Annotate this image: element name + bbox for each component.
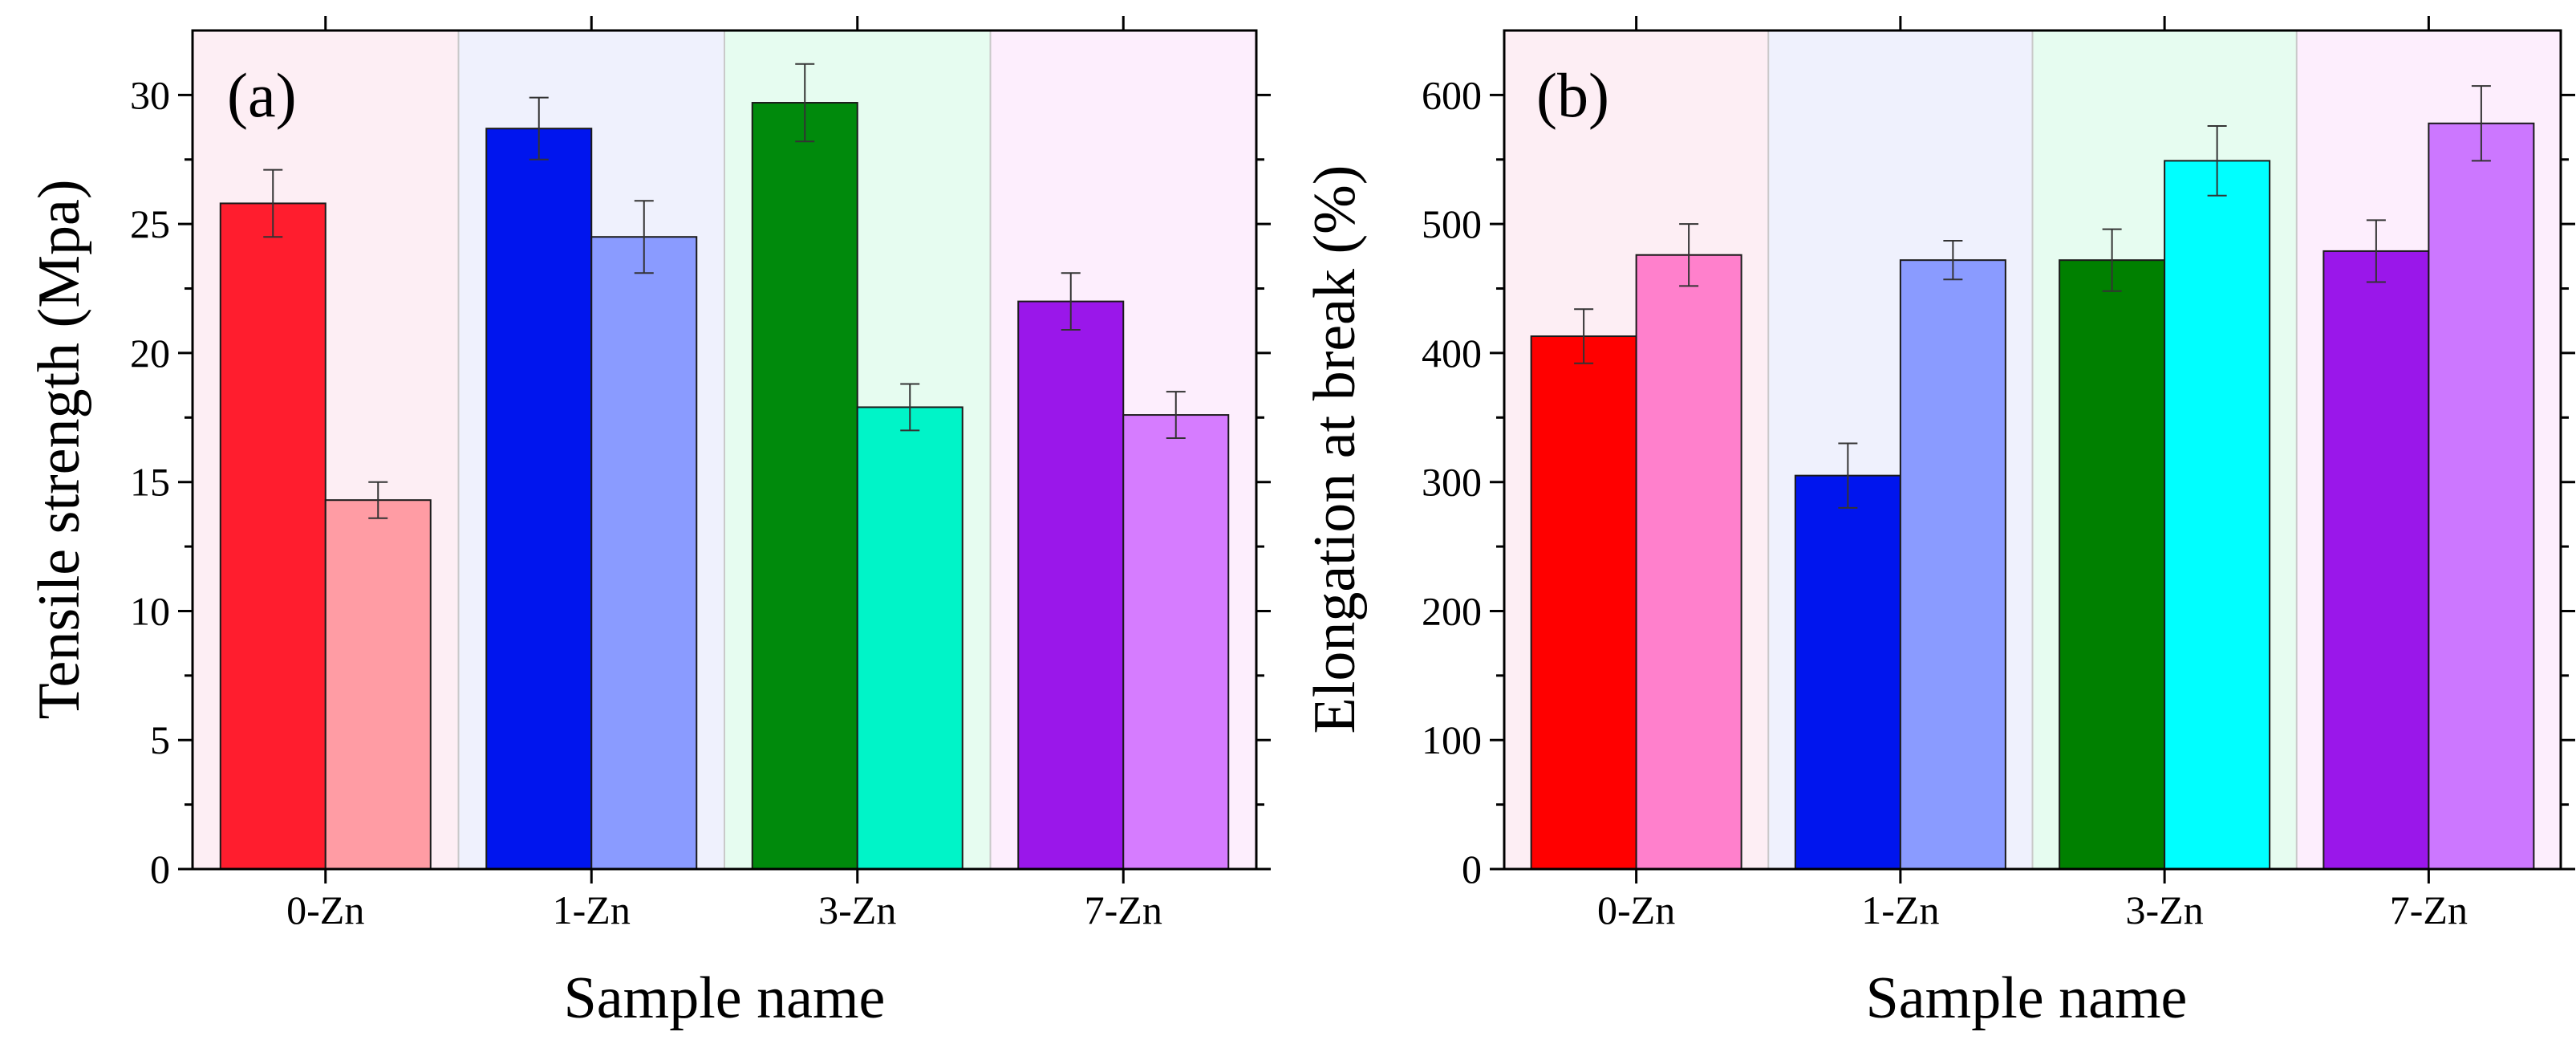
x-tick-label: 0-Zn [1597, 888, 1675, 932]
y-axis-title: Elongation at break (%) [1302, 165, 1368, 734]
y-tick-label: 0 [1462, 847, 1482, 892]
y-tick-label: 30 [130, 72, 170, 117]
y-tick-label: 20 [130, 331, 170, 376]
x-tick-label: 1-Zn [1861, 888, 1939, 932]
bar [590, 236, 698, 870]
y-tick-label: 300 [1422, 460, 1482, 505]
plot-frame [1503, 29, 2562, 871]
bar [2059, 259, 2166, 870]
panel-label: (a) [227, 60, 297, 130]
y-tick-label: 10 [130, 588, 170, 633]
y-tick-label: 500 [1422, 201, 1482, 246]
y-tick-label: 100 [1422, 717, 1482, 762]
x-axis-title: Sample name [564, 965, 886, 1031]
bar [751, 102, 858, 870]
panel-label: (b) [1536, 60, 1609, 130]
y-tick-label: 15 [130, 460, 170, 505]
bar [1530, 335, 1637, 870]
bar [219, 202, 327, 870]
x-tick-label: 7-Zn [1085, 888, 1162, 932]
y-tick-label: 600 [1422, 72, 1482, 117]
y-tick-label: 200 [1422, 588, 1482, 633]
bar [2322, 250, 2430, 870]
bar [1794, 474, 1901, 871]
y-tick-label: 400 [1422, 331, 1482, 376]
x-tick-label: 1-Zn [553, 888, 631, 932]
plot-frame [191, 29, 1258, 871]
bar [1635, 254, 1742, 870]
bar [1122, 414, 1230, 870]
y-axis-title: Tensile strength (Mpa) [26, 180, 92, 720]
x-tick-label: 3-Zn [2126, 888, 2204, 932]
panel-a: 0 5 10 15 20 25 30 0-Zn 1-Zn 3-Zn 7-Zn (a) Sample … [26, 16, 1271, 1031]
y-tick-label: 5 [150, 717, 170, 762]
x-tick-label: 3-Zn [818, 888, 896, 932]
bar [2428, 122, 2535, 870]
bar [2164, 160, 2271, 870]
bar [1017, 300, 1125, 871]
bar [1899, 259, 2006, 870]
bar [856, 406, 963, 870]
x-axis-title: Sample name [1866, 965, 2188, 1031]
x-tick-label: 7-Zn [2390, 888, 2468, 932]
y-tick-label: 0 [150, 847, 170, 892]
bar [485, 128, 593, 870]
y-tick-label: 25 [130, 201, 170, 246]
x-tick-label: 0-Zn [286, 888, 364, 932]
bar [324, 499, 432, 870]
